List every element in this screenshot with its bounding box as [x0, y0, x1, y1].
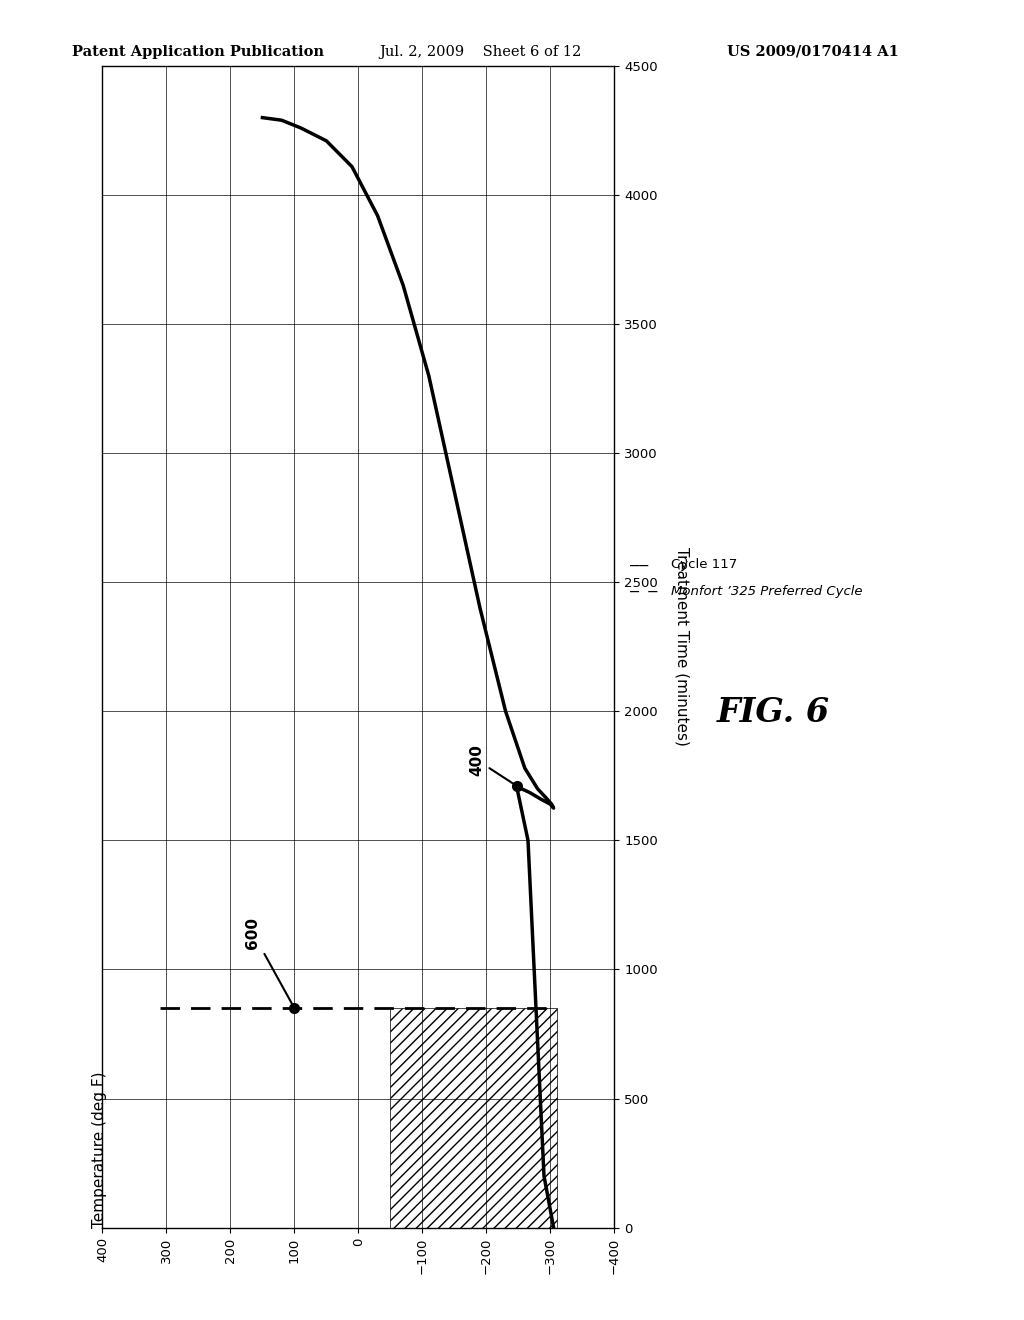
Text: Monfort ’325 Preferred Cycle: Monfort ’325 Preferred Cycle [671, 585, 862, 598]
Text: Patent Application Publication: Patent Application Publication [72, 45, 324, 59]
Text: 400: 400 [469, 744, 515, 784]
Text: ——: —— [630, 557, 648, 573]
Text: FIG. 6: FIG. 6 [717, 697, 829, 729]
Y-axis label: Treatment Time (minutes): Treatment Time (minutes) [675, 548, 689, 746]
Text: Cycle 117: Cycle 117 [671, 558, 737, 572]
Text: Temperature (deg F): Temperature (deg F) [92, 1071, 106, 1228]
Text: 600: 600 [246, 917, 293, 1006]
Text: Jul. 2, 2009    Sheet 6 of 12: Jul. 2, 2009 Sheet 6 of 12 [379, 45, 582, 59]
Text: — —: — — [630, 583, 657, 599]
Bar [390, 1008, 557, 1228]
Text: US 2009/0170414 A1: US 2009/0170414 A1 [727, 45, 899, 59]
